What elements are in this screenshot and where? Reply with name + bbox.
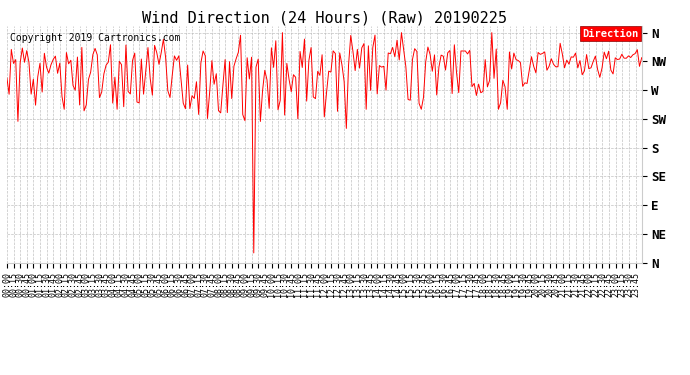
Title: Wind Direction (24 Hours) (Raw) 20190225: Wind Direction (24 Hours) (Raw) 20190225 bbox=[142, 10, 506, 25]
Text: Copyright 2019 Cartronics.com: Copyright 2019 Cartronics.com bbox=[10, 33, 181, 44]
Text: Direction: Direction bbox=[582, 28, 638, 39]
